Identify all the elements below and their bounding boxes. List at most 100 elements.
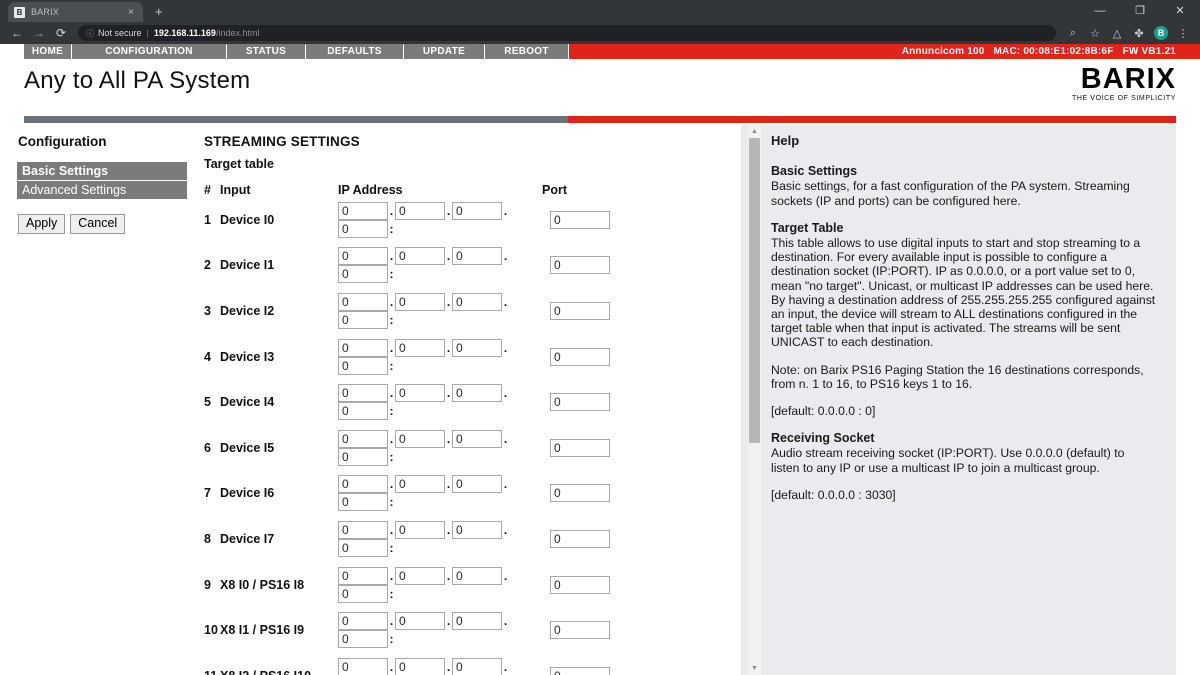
bookmark-star-icon[interactable]: ☆: [1090, 27, 1100, 40]
port-input[interactable]: [550, 666, 610, 675]
ip-octet-3-input[interactable]: [452, 292, 502, 311]
profile-avatar[interactable]: B: [1154, 26, 1168, 40]
site-info-icon[interactable]: ⓘ: [86, 28, 94, 38]
ip-octet-4-input[interactable]: [338, 356, 388, 375]
ip-octet-3-input[interactable]: [452, 384, 502, 403]
ip-octet-1-input[interactable]: [338, 520, 388, 539]
nav-item-reboot[interactable]: REBOOT: [485, 44, 569, 59]
ip-octet-4-input[interactable]: [338, 265, 388, 284]
ip-octet-1-input[interactable]: [338, 657, 388, 675]
ip-octet-4-input[interactable]: [338, 219, 388, 238]
nav-item-configuration[interactable]: CONFIGURATION: [72, 44, 227, 59]
extension-cloud-icon[interactable]: △: [1112, 27, 1122, 40]
ip-octet-3-input[interactable]: [452, 657, 502, 675]
ip-port-colon: :: [389, 540, 394, 555]
forward-icon[interactable]: →: [33, 26, 45, 40]
row-number: 11: [204, 669, 220, 675]
ip-octet-dot: .: [446, 294, 451, 309]
close-window-icon[interactable]: ✕: [1175, 5, 1185, 17]
browser-menu-icon[interactable]: ⋮: [1177, 27, 1189, 40]
help-scrollbar[interactable]: ▲ ▼: [748, 125, 761, 675]
ip-octet-4-input[interactable]: [338, 538, 388, 557]
ip-octet-2-input[interactable]: [395, 247, 445, 266]
ip-octet-3-input[interactable]: [452, 338, 502, 357]
ip-octet-1-input[interactable]: [338, 247, 388, 266]
ip-octet-2-input[interactable]: [395, 384, 445, 403]
ip-octet-dot: .: [389, 614, 394, 629]
ip-octet-1-input[interactable]: [338, 475, 388, 494]
ip-octet-2-input[interactable]: [395, 338, 445, 357]
ip-octet-3-input[interactable]: [452, 475, 502, 494]
reload-icon[interactable]: ⟳: [55, 26, 67, 40]
ip-octet-2-input[interactable]: [395, 475, 445, 494]
page-header: Any to All PA System BARIX THE VOICE OF …: [0, 59, 1200, 113]
ip-octet-1-input[interactable]: [338, 292, 388, 311]
nav-item-update[interactable]: UPDATE: [404, 44, 485, 59]
ip-octet-3-input[interactable]: [452, 247, 502, 266]
close-tab-icon[interactable]: ×: [128, 6, 134, 18]
ip-octet-1-input[interactable]: [338, 566, 388, 585]
ip-octet-2-input[interactable]: [395, 612, 445, 631]
zoom-icon[interactable]: ⌕: [1069, 26, 1077, 39]
port-input[interactable]: [550, 210, 610, 229]
ip-octet-3-input[interactable]: [452, 566, 502, 585]
ip-octet-2-input[interactable]: [395, 657, 445, 675]
ip-octet-1-input[interactable]: [338, 338, 388, 357]
ip-octet-2-input[interactable]: [395, 292, 445, 311]
configuration-actions: Apply Cancel: [17, 214, 187, 234]
port-input[interactable]: [550, 621, 610, 640]
port-input[interactable]: [550, 484, 610, 503]
configuration-heading: Configuration: [18, 134, 107, 149]
apply-button[interactable]: Apply: [18, 214, 66, 234]
port-input[interactable]: [550, 301, 610, 320]
port-input[interactable]: [550, 256, 610, 275]
scroll-up-arrow-icon[interactable]: ▲: [751, 128, 758, 135]
maximize-icon[interactable]: ❐: [1135, 5, 1145, 17]
port-cell: [542, 210, 610, 229]
ip-octet-1-input[interactable]: [338, 429, 388, 448]
back-icon[interactable]: ←: [11, 26, 23, 40]
ip-octet-2-input[interactable]: [395, 201, 445, 220]
ip-octet-2-input[interactable]: [395, 566, 445, 585]
cancel-button[interactable]: Cancel: [70, 214, 126, 234]
ip-octet-3-input[interactable]: [452, 429, 502, 448]
minimize-icon[interactable]: —: [1094, 5, 1106, 17]
ip-octet-3-input[interactable]: [452, 612, 502, 631]
ip-octet-1-input[interactable]: [338, 612, 388, 631]
nav-item-status[interactable]: STATUS: [227, 44, 306, 59]
nav-item-home[interactable]: HOME: [24, 44, 72, 59]
target-table-title: Target table: [204, 157, 274, 171]
extensions-puzzle-icon[interactable]: ✤: [1134, 27, 1144, 40]
ip-octet-3-input[interactable]: [452, 520, 502, 539]
port-input[interactable]: [550, 438, 610, 457]
ip-octet-1-input[interactable]: [338, 384, 388, 403]
nav-item-defaults[interactable]: DEFAULTS: [306, 44, 404, 59]
ip-octet-2-input[interactable]: [395, 520, 445, 539]
address-bar[interactable]: ⓘ Not secure | 192.168.11.169 /index.htm…: [78, 25, 1056, 41]
help-paragraph: Basic settings, for a fast configuration…: [771, 179, 1130, 208]
port-input[interactable]: [550, 347, 610, 366]
ip-octet-4-input[interactable]: [338, 630, 388, 649]
sidebar-item-basic-settings[interactable]: Basic Settings: [17, 162, 187, 181]
ip-octet-dot: .: [503, 522, 508, 537]
scrollbar-thumb[interactable]: [749, 138, 760, 443]
browser-tab[interactable]: B BARIX ×: [8, 2, 143, 22]
port-input[interactable]: [550, 529, 610, 548]
ip-octet-3-input[interactable]: [452, 201, 502, 220]
new-tab-icon[interactable]: +: [155, 4, 163, 19]
ip-octet-dot: .: [446, 431, 451, 446]
ip-octet-4-input[interactable]: [338, 310, 388, 329]
ip-octet-4-input[interactable]: [338, 584, 388, 603]
ip-octet-2-input[interactable]: [395, 429, 445, 448]
ip-octet-dot: .: [389, 294, 394, 309]
ip-octet-4-input[interactable]: [338, 402, 388, 421]
ip-octet-1-input[interactable]: [338, 201, 388, 220]
row-input-label: Device I1: [220, 258, 275, 273]
port-input[interactable]: [550, 575, 610, 594]
port-input[interactable]: [550, 393, 610, 412]
ip-octet-4-input[interactable]: [338, 447, 388, 466]
ip-octet-4-input[interactable]: [338, 493, 388, 512]
scroll-down-arrow-icon[interactable]: ▼: [751, 665, 758, 672]
sidebar-item-advanced-settings[interactable]: Advanced Settings: [17, 181, 187, 200]
help-paragraph: Note: on Barix PS16 Paging Station the 1…: [771, 362, 1144, 391]
